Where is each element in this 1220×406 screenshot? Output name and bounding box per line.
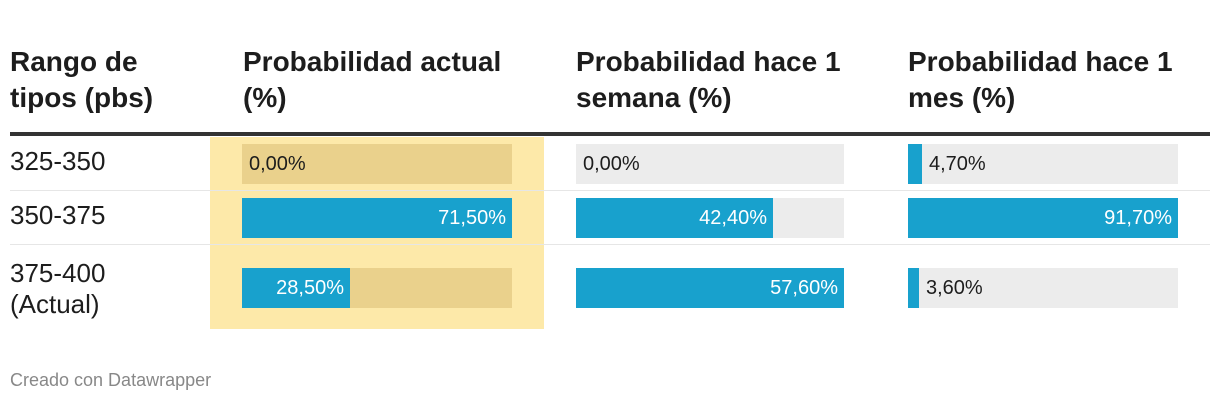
bar-fill [242,268,350,308]
header-week-ago-probability: Probabilidad hace 1 semana (%) [576,46,841,113]
footer-credit: Creado con Datawrapper [10,370,212,390]
bar-fill [908,198,1178,238]
probability-table: Rango de tipos (pbs) Probabilidad actual… [10,0,1210,330]
bar-track: 0,00% [242,144,512,184]
bar-value-label: 0,00% [583,153,640,175]
bar-fill [908,268,919,308]
bar-track: 71,50% [242,198,512,238]
bar-value-label: 4,70% [929,153,986,175]
row-divider [10,244,1210,245]
bar-value-label: 0,00% [249,153,306,175]
bar-track: 42,40% [576,198,844,238]
bar-track: 0,00% [576,144,844,184]
header-current-probability: Probabilidad actual (%) [243,46,502,113]
header-divider [10,132,1210,136]
bar-track: 91,70% [908,198,1178,238]
bar-value-label: 28,50% [276,277,344,299]
bar-track: 3,60% [908,268,1178,308]
range-label: 375-400 (Actual) [10,258,106,319]
bar-fill [908,144,922,184]
row-divider [10,190,1210,191]
bar-track: 4,70% [908,144,1178,184]
header-month-ago-probability: Probabilidad hace 1 mes (%) [908,46,1173,113]
range-label: 350-375 [10,200,106,230]
bar-fill [242,198,512,238]
bar-value-label: 71,50% [438,207,506,229]
range-label: 325-350 [10,146,106,176]
header-range: Rango de tipos (pbs) [10,46,154,113]
bar-value-label: 91,70% [1104,207,1172,229]
bar-fill [576,198,773,238]
bar-value-label: 3,60% [926,277,983,299]
bar-track: 57,60% [576,268,844,308]
bar-value-label: 42,40% [699,207,767,229]
bar-value-label: 57,60% [770,277,838,299]
bar-fill [576,268,844,308]
bar-track: 28,50% [242,268,512,308]
